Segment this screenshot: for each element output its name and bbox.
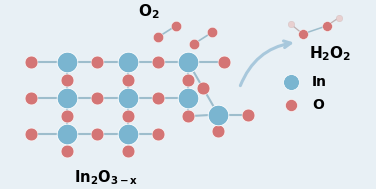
Point — [155, 97, 161, 100]
FancyArrowPatch shape — [240, 41, 291, 86]
Point — [155, 36, 161, 39]
Point — [221, 60, 227, 64]
Text: $\mathbf{O_2}$: $\mathbf{O_2}$ — [138, 2, 159, 21]
Point — [200, 87, 206, 90]
Point — [246, 113, 252, 116]
Point — [64, 115, 70, 118]
Point — [288, 80, 294, 83]
Point — [64, 60, 70, 64]
Point — [124, 115, 130, 118]
Text: O: O — [312, 98, 324, 112]
Point — [124, 78, 130, 81]
Point — [155, 133, 161, 136]
Point — [28, 60, 34, 64]
Point — [185, 78, 191, 81]
Point — [185, 115, 191, 118]
Text: $\mathbf{H_2O_2}$: $\mathbf{H_2O_2}$ — [309, 44, 351, 63]
Text: $\mathbf{In_2O_{3-x}}$: $\mathbf{In_2O_{3-x}}$ — [74, 169, 139, 187]
Point — [94, 97, 100, 100]
Text: In: In — [312, 75, 327, 89]
Point — [215, 113, 221, 116]
Point — [173, 24, 179, 27]
Point — [336, 16, 342, 19]
Point — [185, 60, 191, 64]
Point — [124, 60, 130, 64]
Point — [324, 24, 330, 27]
Point — [124, 149, 130, 152]
Point — [94, 133, 100, 136]
Point — [64, 149, 70, 152]
Point — [185, 97, 191, 100]
Point — [94, 60, 100, 64]
Point — [64, 97, 70, 100]
Point — [155, 60, 161, 64]
Point — [215, 129, 221, 132]
Point — [288, 23, 294, 26]
Point — [64, 133, 70, 136]
Point — [209, 31, 215, 34]
Point — [191, 42, 197, 45]
Point — [28, 133, 34, 136]
Point — [124, 133, 130, 136]
Point — [300, 33, 306, 36]
Point — [28, 97, 34, 100]
Point — [124, 97, 130, 100]
Point — [288, 103, 294, 106]
Point — [64, 78, 70, 81]
